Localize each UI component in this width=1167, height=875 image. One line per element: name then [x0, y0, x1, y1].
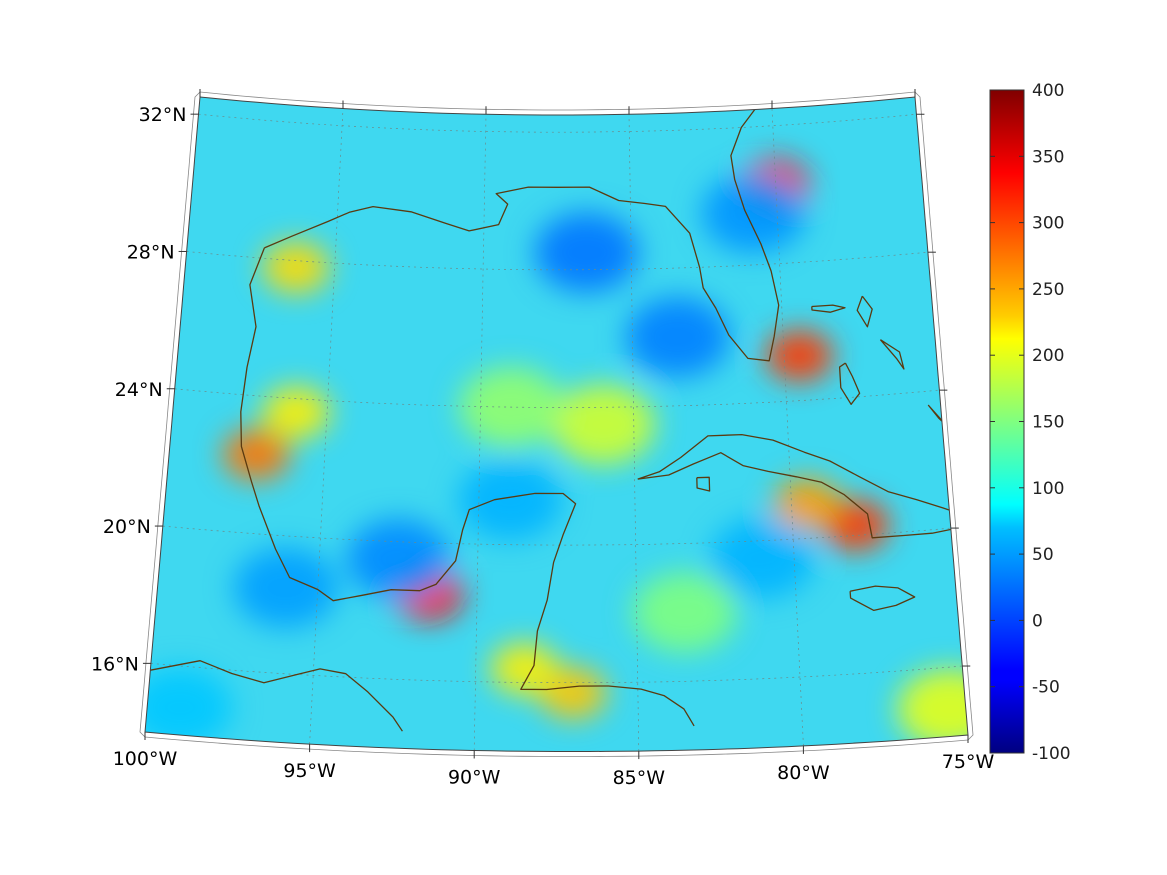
colorbar-label: -50 [1032, 678, 1060, 698]
coastline-gulf-coast [150, 109, 780, 732]
field-hotspot-belize [490, 642, 559, 695]
coastline-isla-juventud [696, 476, 711, 492]
parallel-line [174, 388, 940, 408]
field-hotspot-gulf-north [534, 212, 639, 293]
field-hotspot-honduras [539, 667, 607, 719]
lon-label: 100°W [113, 748, 178, 770]
meridian-line [628, 114, 640, 752]
parallel-line [186, 251, 928, 271]
colorbar: 400 350 300 250 200 150 100 50 0 -50 -100 [989, 81, 1071, 764]
field-hotspot-caribbean-cayman [710, 518, 815, 598]
field-hotspot-atlantic-fl [701, 173, 806, 254]
coastline-eleuthera [879, 339, 905, 370]
lon-label: 80°W [777, 762, 830, 784]
meridian-line [473, 114, 487, 751]
field-hotspot-tamaulipas [262, 386, 331, 439]
map-area: 100°W 95°W 90°W 85°W 80°W 75°W 32°N 28°N 24°N 20… [91, 89, 1085, 789]
colorbar-ticks: 400 350 300 250 200 150 100 50 0 -50 -100 [990, 81, 1071, 764]
colorbar-label: 100 [1032, 479, 1064, 499]
field-hotspot-cuba-central [773, 477, 841, 530]
lon-label: 75°W [942, 751, 995, 773]
lat-label: 32°N [139, 104, 187, 126]
meridian-line [309, 108, 344, 745]
colorbar-label: 200 [1032, 346, 1064, 366]
field-hotspots [145, 158, 968, 749]
coastline-hispaniola [970, 524, 1085, 596]
longitude-labels: 100°W 95°W 90°W 85°W 80°W 75°W [113, 748, 995, 789]
lat-label: 16°N [91, 653, 139, 675]
colorbar-gradient [989, 89, 1025, 754]
colorbar-label: -100 [1032, 744, 1071, 764]
lat-label: 24°N [115, 379, 163, 401]
colorbar-label: 150 [1032, 413, 1064, 433]
coastline-jamaica [849, 585, 916, 612]
colorbar-label: 0 [1032, 611, 1043, 631]
colorbar-label: 350 [1032, 147, 1064, 167]
lon-label: 90°W [448, 767, 501, 789]
field-hotspot-texas-coast [262, 241, 330, 294]
field-hotspot-yucatan-channel [551, 384, 656, 465]
colorbar-label: 400 [1032, 81, 1064, 101]
meridian-line [771, 108, 804, 746]
coastline-abaco [856, 295, 873, 328]
field-hotspot-florida-west [625, 297, 730, 377]
field-hotspot-western-gulf [222, 428, 291, 481]
lat-label: 28°N [127, 242, 175, 264]
field-hotspot-bahamas [765, 329, 834, 382]
coastline-andros [838, 362, 861, 405]
colorbar-label: 250 [1032, 280, 1064, 300]
field-hotspot-caribbean-south [632, 572, 737, 653]
lon-label: 85°W [613, 767, 666, 789]
field-hotspot-se-corner [897, 668, 968, 749]
parallel-line [198, 113, 917, 133]
field-hotspot-bay-campeche [346, 519, 451, 599]
field-hotspot-sw-corner [145, 667, 233, 748]
coastline-grand-bahama [811, 304, 846, 313]
lat-label: 20°N [103, 516, 151, 538]
field-hotspot-yucatan-north [458, 460, 563, 540]
coastlines [150, 109, 1085, 732]
frame-ticks [142, 89, 971, 760]
lon-label: 95°W [283, 760, 336, 782]
field-hotspot-veracruz [233, 547, 338, 628]
colorbar-label: 300 [1032, 214, 1064, 234]
colorbar-label: 50 [1032, 545, 1054, 565]
latitude-labels: 32°N 28°N 24°N 20°N 16°N [91, 104, 186, 675]
